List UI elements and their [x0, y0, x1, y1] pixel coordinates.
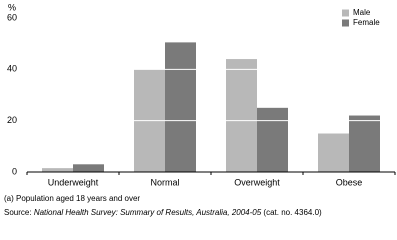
source-prefix: Source:	[4, 208, 32, 217]
bar	[257, 107, 288, 172]
legend-swatch	[342, 9, 349, 17]
y-tick-label: 20	[7, 115, 17, 125]
bar	[349, 115, 380, 172]
x-tick-label: Underweight	[48, 177, 99, 187]
legend-swatch	[342, 19, 349, 27]
bar	[165, 42, 196, 173]
y-tick-label: 0	[12, 166, 17, 176]
source: Source: National Health Survey: Summary …	[4, 208, 322, 217]
x-tick-label: Obese	[336, 177, 363, 187]
footnote: (a) Population aged 18 years and over	[4, 194, 140, 203]
source-title: National Health Survey: Summary of Resul…	[34, 208, 262, 217]
bar	[226, 59, 257, 172]
bar	[73, 164, 104, 172]
legend-label: Female	[353, 18, 380, 27]
x-tick-label: Overweight	[234, 177, 280, 187]
legend-label: Male	[353, 8, 371, 17]
source-cat: (cat. no. 4364.0)	[263, 208, 322, 217]
bar	[318, 133, 349, 172]
y-axis-label: %	[8, 2, 16, 12]
y-tick-label: 60	[7, 12, 17, 22]
chart: % (a) Population aged 18 years and over …	[4, 2, 396, 217]
x-tick-label: Normal	[150, 177, 179, 187]
y-tick-label: 40	[7, 64, 17, 74]
bar	[42, 168, 73, 172]
